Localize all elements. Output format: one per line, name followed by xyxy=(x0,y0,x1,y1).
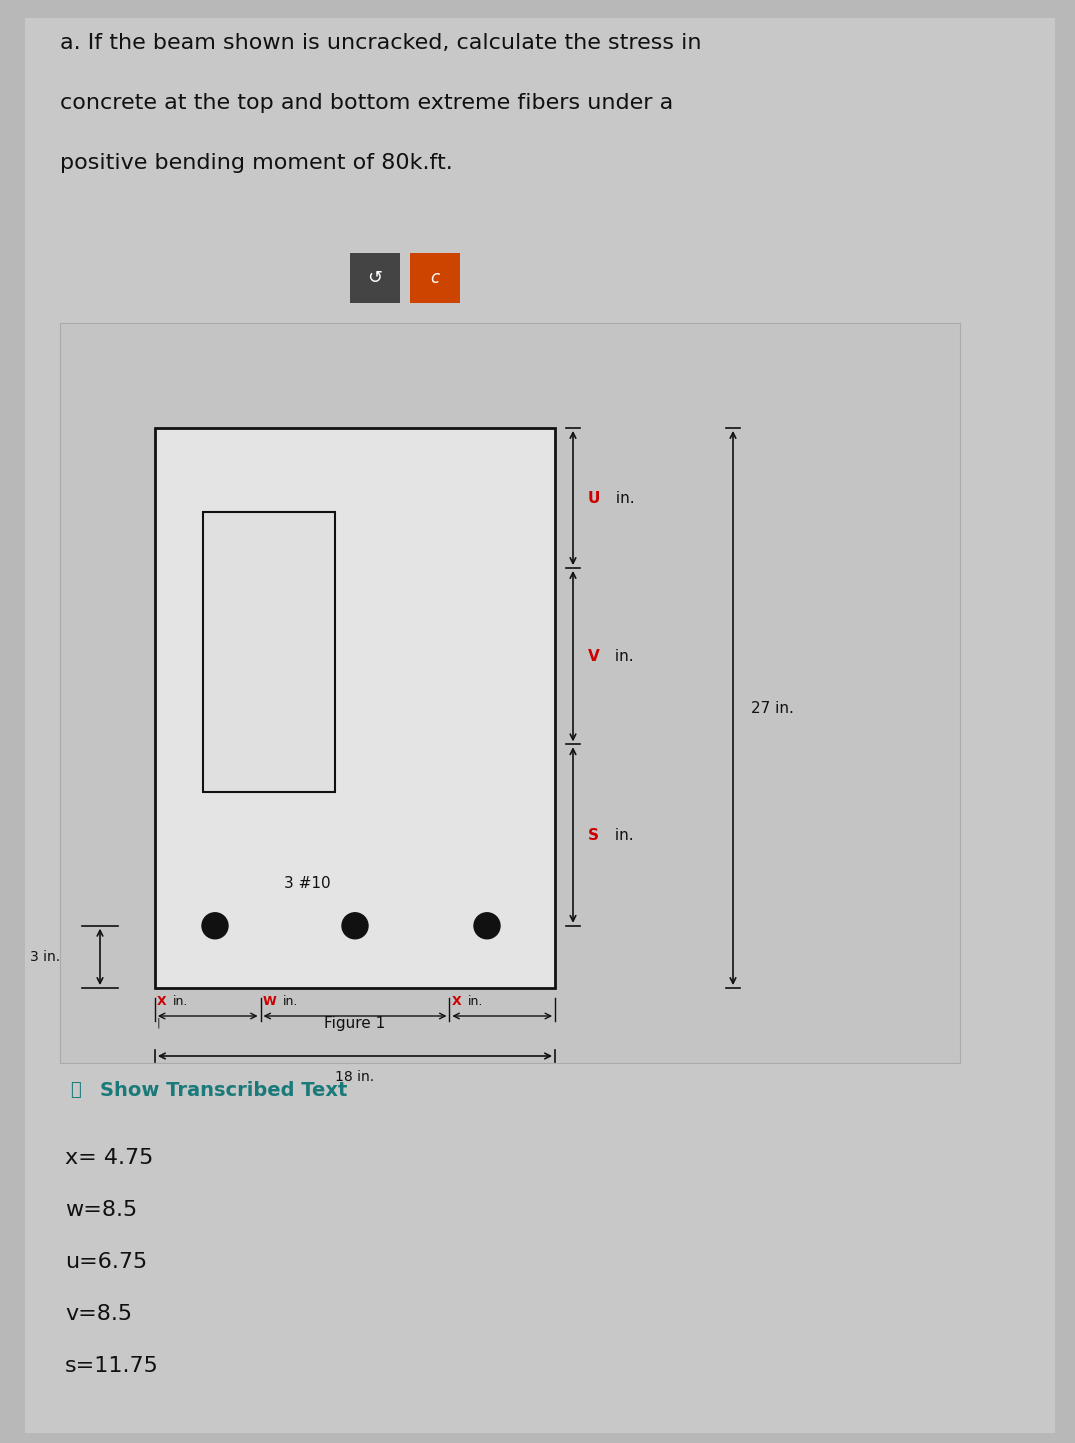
Text: |: | xyxy=(157,1017,160,1027)
Text: X: X xyxy=(157,996,167,1009)
Text: in.: in. xyxy=(611,491,634,505)
Text: W: W xyxy=(262,996,276,1009)
Text: positive bending moment of 80k.ft.: positive bending moment of 80k.ft. xyxy=(60,153,453,173)
Circle shape xyxy=(342,913,368,939)
Text: S: S xyxy=(588,827,599,843)
Text: 18 in.: 18 in. xyxy=(335,1071,374,1084)
Bar xyxy=(155,429,555,988)
Text: u=6.75: u=6.75 xyxy=(64,1253,147,1271)
Text: a. If the beam shown is uncracked, calculate the stress in: a. If the beam shown is uncracked, calcu… xyxy=(60,33,702,53)
Text: in.: in. xyxy=(283,996,298,1009)
Text: c: c xyxy=(430,268,440,287)
Circle shape xyxy=(474,913,500,939)
Text: v=8.5: v=8.5 xyxy=(64,1304,132,1325)
Bar xyxy=(60,323,960,1063)
Text: Figure 1: Figure 1 xyxy=(325,1016,386,1030)
Text: s=11.75: s=11.75 xyxy=(64,1356,159,1377)
Text: x= 4.75: x= 4.75 xyxy=(64,1149,154,1167)
Text: in.: in. xyxy=(610,827,633,843)
Text: concrete at the top and bottom extreme fibers under a: concrete at the top and bottom extreme f… xyxy=(60,92,673,113)
Bar xyxy=(350,253,400,303)
Bar xyxy=(410,253,460,303)
Text: in.: in. xyxy=(468,996,483,1009)
Text: ↺: ↺ xyxy=(368,268,383,287)
Text: 3 in.: 3 in. xyxy=(30,949,60,964)
Text: V: V xyxy=(588,649,600,664)
Bar xyxy=(25,17,1055,263)
Text: X: X xyxy=(452,996,461,1009)
Text: in.: in. xyxy=(173,996,188,1009)
Text: in.: in. xyxy=(610,649,633,664)
Text: U: U xyxy=(588,491,600,505)
Text: 27 in.: 27 in. xyxy=(751,700,793,716)
Circle shape xyxy=(202,913,228,939)
Text: 3 #10: 3 #10 xyxy=(284,876,330,890)
Bar xyxy=(203,512,335,792)
Text: ⓢ: ⓢ xyxy=(70,1081,81,1100)
Text: Show Transcribed Text: Show Transcribed Text xyxy=(100,1081,347,1100)
Text: w=8.5: w=8.5 xyxy=(64,1201,138,1219)
